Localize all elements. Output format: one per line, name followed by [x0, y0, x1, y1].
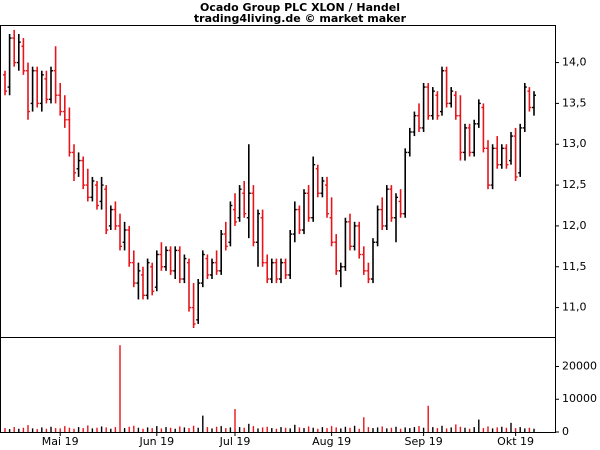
y-tick-label: 0 — [562, 425, 569, 438]
chart-title: Ocado Group PLC XLON / Handel — [200, 1, 400, 14]
x-tick-label: Mai 19 — [42, 435, 79, 448]
y-tick-label: 13,0 — [562, 137, 587, 150]
x-tick-label: Aug 19 — [312, 435, 351, 448]
y-tick-label: 11,0 — [562, 301, 587, 314]
x-tick-label: Okt 19 — [497, 435, 534, 448]
y-tick-label: 11,5 — [562, 260, 587, 273]
chart-subtitle: trading4living.de © market maker — [194, 12, 407, 25]
x-tick-label: Jul 19 — [219, 435, 251, 448]
volume-frame — [0, 337, 556, 433]
x-tick-label: Sep 19 — [404, 435, 442, 448]
y-tick-label: 13,5 — [562, 96, 587, 109]
y-tick-label: 12,5 — [562, 178, 587, 191]
y-tick-label: 14,0 — [562, 56, 587, 69]
y-tick-label: 12,0 — [562, 219, 587, 232]
y-tick-label: 10000 — [562, 392, 597, 405]
y-tick-label: 20000 — [562, 359, 597, 372]
x-tick-label: Jun 19 — [138, 435, 174, 448]
